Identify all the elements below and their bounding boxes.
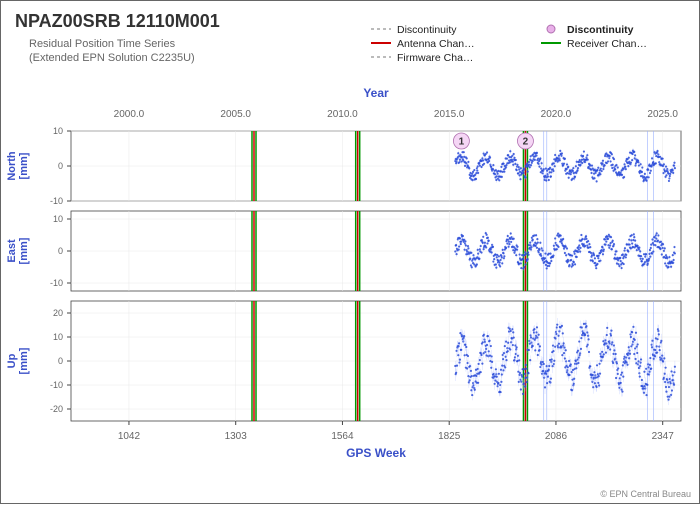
svg-text:-10: -10	[50, 278, 63, 288]
svg-text:2015.0: 2015.0	[434, 109, 465, 120]
svg-text:Antenna Chan…: Antenna Chan…	[397, 38, 475, 50]
svg-text:-10: -10	[50, 380, 63, 390]
svg-text:1042: 1042	[118, 431, 141, 442]
svg-text:-20: -20	[50, 404, 63, 414]
svg-text:North[mm]: North[mm]	[6, 151, 30, 181]
svg-text:2086: 2086	[545, 431, 568, 442]
legend: Discontinuity Antenna Chan… Firmware Cha… D…	[371, 24, 647, 64]
svg-text:2: 2	[523, 137, 529, 148]
svg-text:10: 10	[53, 332, 63, 342]
svg-text:Up[mm]: Up[mm]	[6, 347, 30, 374]
svg-text:1: 1	[459, 137, 465, 148]
svg-text:0: 0	[58, 246, 63, 256]
chart-title: NPAZ00SRB 12110M001	[15, 11, 220, 31]
svg-text:2005.0: 2005.0	[220, 109, 251, 120]
svg-text:2025.0: 2025.0	[647, 109, 678, 120]
svg-text:0: 0	[58, 161, 63, 171]
svg-text:10: 10	[53, 214, 63, 224]
svg-text:2010.0: 2010.0	[327, 109, 358, 120]
svg-text:East[mm]: East[mm]	[6, 237, 30, 264]
svg-text:-10: -10	[50, 196, 63, 206]
bottom-axis-label: GPS Week	[346, 446, 406, 460]
svg-text:1825: 1825	[438, 431, 461, 442]
svg-text:1303: 1303	[225, 431, 248, 442]
svg-text:Receiver Chan…: Receiver Chan…	[567, 38, 647, 50]
timeseries-chart: NPAZ00SRB 12110M001 Residual Position Tim…	[1, 1, 700, 505]
svg-text:2020.0: 2020.0	[541, 109, 572, 120]
svg-text:1564: 1564	[331, 431, 354, 442]
svg-text:Discontinuity: Discontinuity	[397, 24, 457, 36]
svg-text:20: 20	[53, 308, 63, 318]
svg-text:Discontinuity: Discontinuity	[567, 24, 634, 36]
subtitle: Residual Position Time Series	[29, 38, 176, 50]
footer-credit: © EPN Central Bureau	[600, 489, 691, 499]
svg-text:2000.0: 2000.0	[114, 109, 145, 120]
svg-text:2347: 2347	[652, 431, 675, 442]
svg-text:10: 10	[53, 126, 63, 136]
top-axis-label: Year	[363, 86, 389, 100]
svg-text:Firmware Cha…: Firmware Cha…	[397, 52, 473, 64]
subtitle2: (Extended EPN Solution C2235U)	[29, 52, 195, 64]
svg-text:0: 0	[58, 356, 63, 366]
